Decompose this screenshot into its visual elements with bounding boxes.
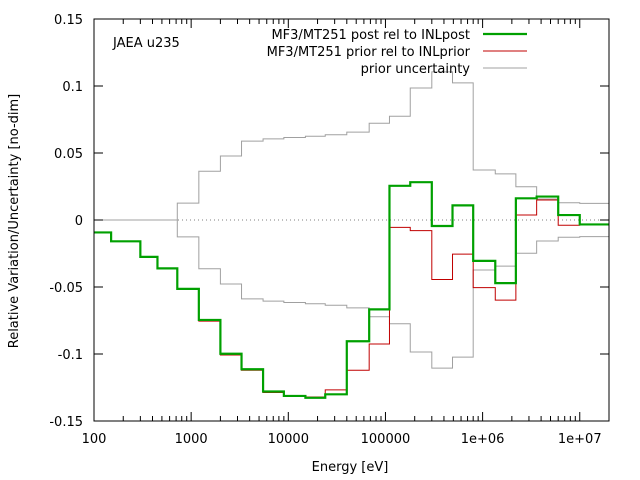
y-tick-label: -0.15 [49, 415, 83, 430]
x-tick-label: 100 [82, 432, 107, 447]
x-tick-label: 10000 [268, 432, 309, 447]
annotation-label: JAEA u235 [112, 36, 180, 51]
y-tick-label: 0 [75, 214, 83, 229]
y-axis-label: Relative Variation/Uncertainty [no-dim] [7, 94, 22, 349]
y-tick-label: 0.1 [62, 80, 83, 95]
x-tick-label: 1e+07 [558, 432, 602, 447]
axes: 100 1000 10000 100000 1e+06 1e+07 -0.15 -0.1 -0.… [49, 13, 609, 447]
y-tick-label: -0.05 [49, 281, 83, 296]
plot-area [94, 71, 609, 399]
series-2-line [94, 71, 609, 221]
y-tick-label: 0.15 [54, 13, 83, 28]
y-tick-label: 0.05 [54, 147, 83, 162]
y-tick-label: -0.1 [58, 348, 83, 363]
series-0-line [94, 181, 609, 399]
legend: MF3/MT251 post rel to INLpost MF3/MT251 p… [267, 28, 527, 77]
x-tick-label: 1000 [175, 432, 208, 447]
x-tick-label: 100000 [361, 432, 411, 447]
legend-label-2: prior uncertainty [361, 62, 471, 77]
x-tick-label: 1e+06 [461, 432, 505, 447]
legend-label-0: MF3/MT251 post rel to INLpost [271, 28, 470, 43]
x-axis-label: Energy [eV] [312, 460, 389, 475]
legend-label-1: MF3/MT251 prior rel to INLprior [267, 45, 471, 60]
